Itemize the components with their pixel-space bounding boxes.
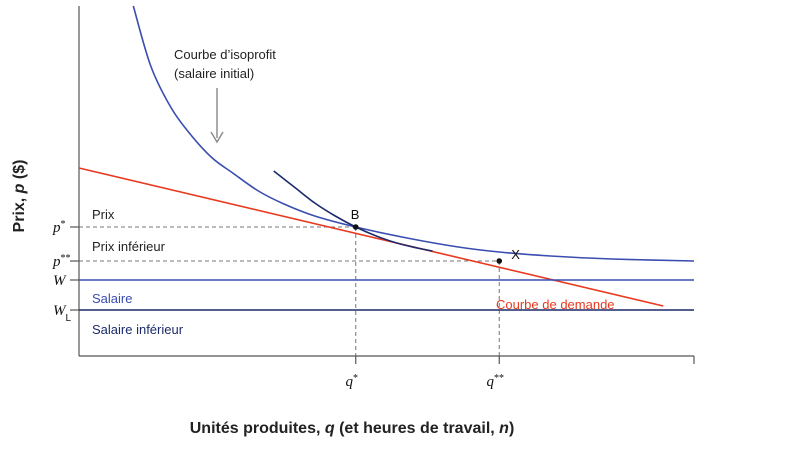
y-axis-title: Prix, p ($) — [11, 160, 28, 233]
axes-layer: p* p** W WL q* q** — [52, 6, 695, 391]
isoprofit-arrow — [210, 88, 224, 144]
point-label-B: B — [351, 207, 360, 222]
region-label-prix-inferieur: Prix inférieur — [92, 239, 166, 254]
region-label-prix: Prix — [92, 207, 115, 222]
isoprofit-curve-initial — [132, 5, 695, 262]
point-marker-X — [496, 258, 503, 264]
region-label-salaire-inferieur: Salaire inférieur — [92, 322, 184, 337]
series-layer: BX — [78, 5, 695, 311]
x-axis-title: Unités produites, q (et heures de travai… — [190, 420, 515, 437]
region-label-salaire: Salaire — [92, 291, 132, 306]
y-tick-label: WL — [53, 303, 72, 324]
y-tick-label: p** — [52, 253, 71, 271]
x-tick-label: q* — [346, 373, 359, 391]
isoprofit-label-line2: (salaire initial) — [174, 66, 254, 81]
x-tick-label: q** — [487, 373, 505, 391]
demand-curve — [78, 167, 664, 307]
point-label-X: X — [511, 247, 520, 262]
label-layer: Prix Prix inférieur Salaire Salaire infé… — [11, 47, 615, 437]
y-tick-label: p* — [52, 219, 66, 237]
isoprofit-label-line1: Courbe d’isoprofit — [174, 47, 276, 62]
y-tick-label: W — [53, 273, 67, 289]
point-marker-B — [352, 224, 359, 230]
demand-curve-label: Courbe de demande — [496, 297, 615, 312]
grid-layer — [79, 226, 500, 356]
